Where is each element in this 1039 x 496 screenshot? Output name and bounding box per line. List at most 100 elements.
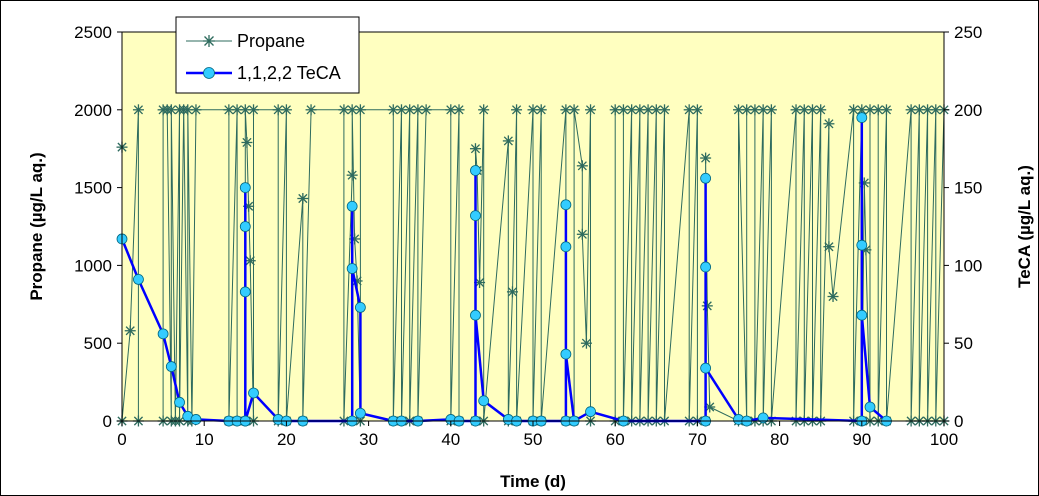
teca-point (585, 406, 596, 418)
teca-point (346, 263, 358, 274)
propane-point (858, 177, 870, 189)
x-tick-label: 40 (441, 430, 460, 449)
teca-point (470, 309, 481, 321)
x-tick-label: 20 (277, 430, 296, 449)
propane-point (527, 104, 539, 116)
x-tick-label: 80 (770, 430, 789, 449)
y2-tick-label: 50 (954, 334, 973, 353)
propane-point (757, 104, 769, 116)
x-tick-label: 30 (359, 430, 378, 449)
propane-point (568, 104, 580, 116)
teca-point (165, 361, 177, 372)
propane-point (691, 104, 703, 116)
propane-point (700, 152, 712, 164)
propane-point (354, 104, 366, 116)
y-axis-title: Propane (µg/L aq.) (27, 152, 46, 300)
propane-point (280, 104, 292, 116)
propane-point (659, 104, 671, 116)
x-tick-label: 100 (930, 430, 958, 449)
propane-point (420, 104, 432, 116)
teca-point (470, 210, 481, 222)
x-tick-label: 10 (195, 430, 214, 449)
teca-point (157, 328, 169, 340)
propane-point (617, 104, 629, 116)
propane-point (305, 104, 317, 116)
legend-marker-teca (203, 67, 215, 79)
propane-point (478, 104, 490, 116)
teca-point (757, 412, 769, 424)
teca-point (700, 261, 712, 273)
propane-point (469, 143, 481, 155)
y2-tick-label: 150 (954, 179, 982, 198)
y2-axis-title: TeCA (µg/L aq.) (1015, 165, 1034, 288)
teca-point (174, 396, 185, 408)
teca-point (560, 199, 572, 211)
propane-point (815, 104, 827, 116)
y2-tick-label: 0 (954, 412, 963, 431)
teca-point (470, 165, 481, 176)
x-tick-label: 50 (524, 430, 543, 449)
teca-point (864, 401, 876, 413)
x-tick-label: 70 (688, 430, 707, 449)
propane-point (395, 104, 407, 116)
y2-tick-label: 100 (954, 256, 982, 275)
teca-point (856, 239, 868, 251)
propane-point (880, 104, 892, 116)
propane-point (445, 104, 457, 116)
propane-point (511, 104, 523, 116)
x-tick-label: 90 (852, 430, 871, 449)
propane-point (346, 169, 358, 181)
x-tick-label: 0 (117, 430, 126, 449)
propane-point (502, 135, 514, 147)
propane-point (823, 241, 835, 253)
propane-point (244, 255, 256, 267)
teca-point (239, 221, 251, 232)
propane-point (535, 104, 547, 116)
propane-point (272, 104, 284, 116)
y-tick-label: 2000 (74, 101, 112, 120)
axes-layer: 0 10 20 30 40 50 60 70 80 90 100050010001500200025… (74, 23, 982, 449)
legend-box (175, 16, 360, 94)
propane-point (806, 104, 818, 116)
propane-point (823, 118, 835, 130)
propane-point (474, 277, 486, 289)
y-tick-label: 500 (84, 334, 112, 353)
propane-point (349, 233, 361, 245)
propane-point (560, 104, 572, 116)
teca-point (478, 395, 490, 407)
propane-point (190, 104, 202, 116)
teca-point (248, 387, 259, 399)
teca-point (346, 200, 358, 212)
legend-label-propane: Propane (237, 31, 305, 51)
x-tick-label: 60 (606, 430, 625, 449)
legend-marker-propane (203, 35, 215, 47)
propane-point (580, 337, 592, 349)
y2-tick-label: 200 (954, 101, 982, 120)
y2-tick-label: 250 (954, 23, 982, 42)
propane-point (297, 192, 309, 204)
teca-point (354, 407, 366, 419)
teca-point (239, 286, 251, 298)
propane-point (453, 104, 465, 116)
propane-point (576, 228, 588, 240)
teca-point (239, 182, 251, 194)
y-tick-label: 0 (103, 412, 112, 431)
teca-point (133, 274, 144, 285)
propane-point (741, 104, 753, 116)
propane-point (765, 104, 777, 116)
propane-point (124, 325, 136, 337)
teca-point (560, 241, 572, 253)
propane-point (506, 286, 518, 298)
teca-point (856, 112, 868, 123)
propane-point (241, 136, 253, 148)
propane-point (132, 104, 144, 116)
teca-point (700, 172, 712, 184)
propane-point (827, 291, 839, 303)
y-tick-label: 1000 (74, 256, 112, 275)
teca-point (190, 414, 202, 425)
y-tick-label: 1500 (74, 179, 112, 198)
x-axis-title: Time (d) (500, 472, 566, 491)
propane-point (701, 300, 713, 312)
propane-point (387, 104, 399, 116)
legend: Propane 1,1,2,2 TeCA (175, 16, 360, 94)
